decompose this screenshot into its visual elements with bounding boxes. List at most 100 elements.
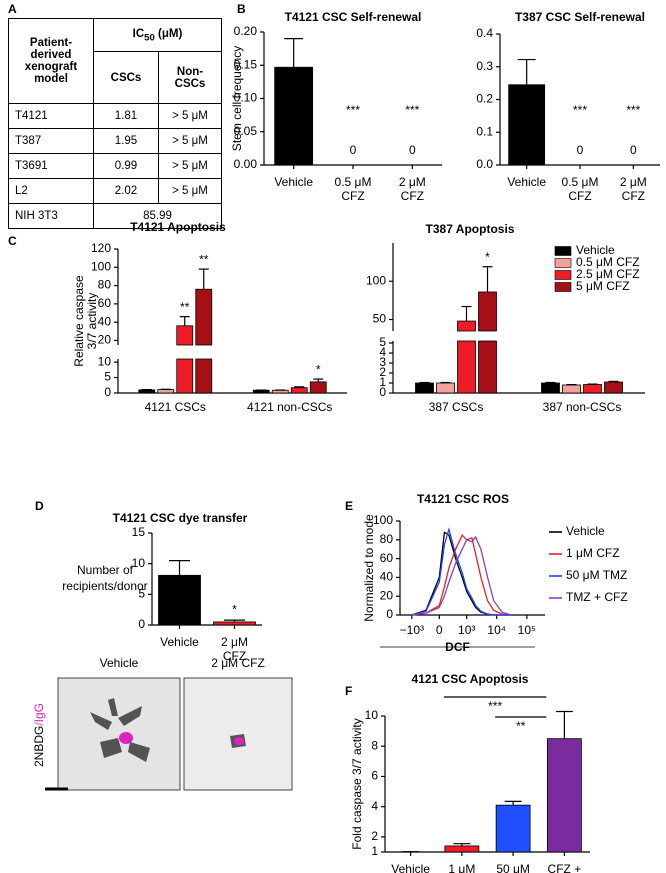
ic50-unit: (μM): [158, 27, 183, 40]
image-label: 2 μM CFZ: [211, 656, 265, 670]
y-axis-label: Fold caspase 3/7 activity: [350, 718, 364, 849]
text-line: 0.5 μM: [562, 175, 599, 189]
value-label: 0: [409, 143, 416, 157]
y-tick-label: 40: [380, 570, 394, 584]
panel-label: A: [8, 2, 17, 16]
y-tick-label: 0.15: [234, 57, 258, 71]
significance: *: [485, 250, 490, 264]
y-axis-label: Number of recipients/donor: [62, 563, 147, 593]
header-cell: Patient-derived xenograft model: [8, 18, 94, 104]
error-bar: [294, 386, 305, 388]
error-bar: [169, 559, 190, 576]
x-tick-label: 10³: [458, 623, 475, 637]
y-tick-label: 100: [366, 273, 386, 287]
error-bar: [504, 800, 522, 806]
error-bar: [545, 381, 556, 384]
y-tick-label: 8: [371, 738, 378, 752]
text-line: 2 μM: [399, 175, 426, 189]
y-tick-label: 100: [91, 259, 111, 273]
x-tick-label: Vehicle: [507, 175, 546, 189]
error-bar: [419, 381, 430, 384]
significance: **: [516, 719, 526, 733]
legend-label: 0.5 μM CFZ: [576, 255, 640, 269]
chart-title: T4121 CSC dye transfer: [113, 511, 248, 525]
y-tick-label: 0.05: [234, 124, 258, 138]
image-frame: [183, 677, 293, 791]
table-cell: 2.02: [93, 178, 159, 204]
y-axis-label: Normalized to mode: [362, 514, 376, 622]
text-line: 2 μM: [221, 635, 248, 649]
y-tick-label: 10: [98, 354, 112, 368]
header-cell: CSCs: [93, 51, 159, 104]
y-axis-label: Relative caspase3/7 activity: [72, 275, 99, 367]
y-tick-label: 0.0: [476, 157, 493, 171]
y-tick-label: 0: [138, 617, 145, 631]
y-tick-label: 15: [132, 525, 146, 539]
text-line: CFZ: [223, 649, 246, 663]
x-tick-label: 4121 CSCs: [145, 400, 206, 414]
bar: [495, 804, 531, 853]
text-line: CFZ: [568, 189, 591, 203]
y-tick-label: 120: [91, 241, 111, 255]
y-tick-label: 0.2: [476, 92, 493, 106]
bar: [457, 340, 476, 394]
text-line: recipients/donor: [62, 579, 147, 593]
histogram-line: [411, 531, 512, 616]
y-tick-label: 5: [138, 587, 145, 601]
bar: [415, 382, 434, 394]
x-tick-label: 0.5 μM CFZ: [335, 175, 372, 203]
bar: [436, 382, 455, 394]
bar: [176, 358, 194, 394]
bar: [195, 288, 213, 346]
y-tick-label: 0.00: [234, 157, 258, 171]
y-tick-label: 0.4: [476, 26, 493, 40]
y-tick-label: 0.3: [476, 59, 493, 73]
y-tick-label: 20: [98, 333, 112, 347]
x-tick-label: 4121 non-CSCs: [247, 400, 332, 414]
x-tick-label: 387 non-CSCs: [543, 400, 622, 414]
y-tick-label: 0: [386, 607, 393, 621]
table-cell: 85.99: [93, 203, 222, 229]
x-tick-label: 0: [436, 623, 443, 637]
bar: [158, 574, 201, 626]
table-cell: > 5 μM: [158, 128, 222, 154]
ic50-text: IC: [132, 27, 145, 40]
chart-title: T4121 CSC ROS: [417, 492, 509, 506]
panel-label: B: [237, 2, 246, 16]
legend-swatch: [554, 270, 572, 280]
value-label: 0: [577, 143, 584, 157]
x-tick-label: 2 μM CFZ: [399, 175, 426, 203]
cell-stain: [119, 732, 133, 744]
bar: [157, 389, 175, 394]
table-cell: NIH 3T3: [8, 203, 94, 229]
panel-label: E: [345, 499, 353, 513]
text-line: CFZ: [401, 189, 424, 203]
table-cell: T3691: [8, 153, 94, 179]
ic50-sub: 50: [144, 31, 155, 43]
y-tick-label: 5: [104, 370, 111, 384]
micrographs: Vehicle 2 μM CFZ 2NBDG/IgG: [32, 656, 293, 791]
x-tick-label: Vehicle: [391, 862, 430, 873]
error-bar: [482, 266, 493, 292]
error-bar: [608, 380, 619, 382]
table-cell: L2: [8, 178, 94, 204]
panel-label: C: [8, 234, 17, 248]
legend-label: TMZ + CFZ: [566, 590, 628, 604]
y-tick-label: 100: [373, 513, 393, 527]
legend-label: Vehicle: [566, 524, 605, 538]
image-label: Vehicle: [100, 656, 139, 670]
y-tick-label: 0.20: [234, 24, 258, 38]
legend-label: 5 μM CFZ: [576, 279, 630, 293]
y-axis-label: Stem cell frequency: [230, 46, 244, 151]
legend-swatch: [554, 246, 572, 256]
image-frame: [57, 677, 181, 791]
bar: [444, 845, 480, 853]
error-bar: [453, 843, 471, 846]
x-tick-label: 10⁴: [487, 623, 506, 637]
table-cell: T387: [8, 128, 94, 154]
bar: [274, 66, 314, 166]
x-tick-label: 387 CSCs: [429, 400, 484, 414]
cell-stain: [234, 737, 244, 745]
